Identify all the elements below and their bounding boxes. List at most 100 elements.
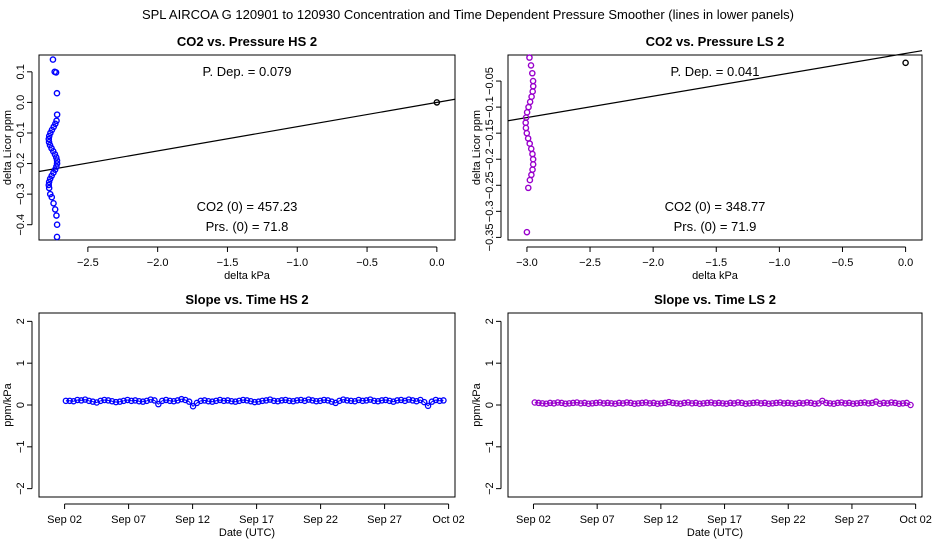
hs-pressure-x-tick-label: −2.5 [77,257,99,269]
ls-time-data-point [669,399,677,407]
hs-pressure-data-point [48,193,56,201]
ls-time-data-point [719,400,726,407]
ls-pressure-data-point [529,150,536,158]
hs-time-data-point [74,396,81,404]
hs-pressure-data-point [45,181,53,189]
hs-time-data-point [270,397,278,405]
ls-time-data-point [857,399,864,407]
ls-pressure-data-point [527,62,535,69]
ls-time-data-point [646,400,654,407]
hs-time-data-point [405,396,413,403]
hs-time-x-tick-label: Sep 07 [111,514,146,526]
hs-time-data-point [178,395,185,403]
ls-pressure-data-point [524,184,532,192]
hs-pressure-data-point [52,154,60,161]
ls-time-data-point [558,399,565,407]
hs-time-x-tick-label: Sep 02 [47,514,82,526]
hs-time-data-point [185,398,193,405]
hs-time-data-point [328,398,335,405]
ls-time-y-tick-label: −1 [484,441,496,454]
hs-time-y-tick-label: 0 [15,402,27,408]
hs-pressure-data-point [52,69,60,76]
ls-time-data-point [711,400,719,407]
ls-pressure-x-tick-label: −3.0 [516,257,538,269]
ls-time-data-point [612,400,619,407]
ls-time-data-point [796,399,803,407]
ls-pressure-data-point [523,228,531,236]
hs-time-data-point [108,397,116,405]
hs-pressure-fit-line [38,98,456,173]
ls-time-y-tick-label: 0 [484,402,496,408]
hs-pressure-y-axis-label: delta Licor ppm [2,110,14,185]
hs-pressure-data-point [45,138,53,146]
ls-time-data-point [569,399,577,407]
hs-time-x-axis-label: Date (UTC) [219,527,275,539]
hs-time-data-point [278,397,285,404]
ls-time-data-point [638,399,646,407]
hs-time-data-point [239,396,247,404]
hs-time-data-point [440,397,447,404]
ls-pressure-x-tick-label: −1.0 [769,257,791,269]
hs-time-data-point [274,397,282,405]
ls-time-data-point [665,398,673,406]
ls-pressure-data-point [526,176,534,184]
ls-pressure-x-tick-label: −2.5 [579,257,601,269]
hs-time-data-point [313,397,320,405]
ls-pressure-y-tick-label: −0.1 [484,96,496,118]
ls-pressure-data-point [522,124,530,132]
ls-pressure-data-point [529,155,537,163]
ls-time-data-point [554,399,562,406]
hs-time-data-point [393,397,401,404]
ls-time-data-point [788,400,795,407]
ls-time-data-point [884,400,891,407]
ls-pressure-data-point [529,82,537,90]
hs-time-x-tick-label: Oct 02 [432,514,464,526]
hs-time-title: Slope vs. Time HS 2 [185,292,308,307]
ls-time-data-point [849,400,857,407]
ls-time-x-tick-label: Oct 02 [899,514,931,526]
ls-time-data-point [673,400,680,407]
ls-time-data-point [734,399,742,406]
hs-time-data-point [70,397,77,405]
hs-time-data-point [155,400,162,408]
hs-pressure-x-tick-label: −0.5 [356,257,378,269]
hs-time-data-point [397,396,405,404]
hs-time-data-point [243,397,251,404]
hs-time-data-point [212,397,220,405]
ls-time-x-tick-label: Sep 27 [835,514,870,526]
ls-time-data-point [600,400,608,407]
ls-pressure-co2-annotation: CO2 (0) = 348.77 [665,199,766,214]
hs-pressure-prs-annotation: Prs. (0) = 71.8 [206,219,289,234]
ls-time-data-point [642,399,650,406]
ls-time-data-point [853,400,861,407]
hs-time-plot-frame [38,312,456,498]
hs-pressure-data-point [50,200,57,207]
hs-time-data-point [262,397,270,404]
ls-time-data-point [730,400,738,407]
hs-time-data-point [162,396,170,404]
hs-time-data-point [89,398,97,405]
hs-time-data-point [85,397,93,405]
hs-time-data-point [116,398,124,405]
ls-pressure-pdep-annotation: P. Dep. = 0.041 [670,64,759,79]
ls-time-data-point [842,400,849,407]
hs-pressure-data-point [53,163,60,170]
hs-time-data-point [420,398,428,406]
ls-time-data-point [891,399,899,407]
ls-time-data-point [615,399,623,407]
ls-time-data-point [681,399,688,407]
hs-time-data-point [189,403,197,410]
ls-time-data-point [738,399,746,407]
ls-time-data-point [769,400,776,407]
ls-pressure-data-point [529,88,536,95]
ls-time-x-axis-label: Date (UTC) [687,527,743,539]
hs-time-data-point [232,398,239,405]
ls-pressure-data-point [525,103,532,111]
ls-time-data-point [861,399,868,406]
ls-time-data-point [577,400,585,407]
hs-time-data-point [367,396,374,403]
ls-pressure-y-tick-label: −0.15 [484,119,496,147]
hs-pressure-data-point [53,233,61,241]
hs-time-data-point [216,396,224,404]
ls-pressure-y-axis-label: delta Licor ppm [471,110,483,185]
